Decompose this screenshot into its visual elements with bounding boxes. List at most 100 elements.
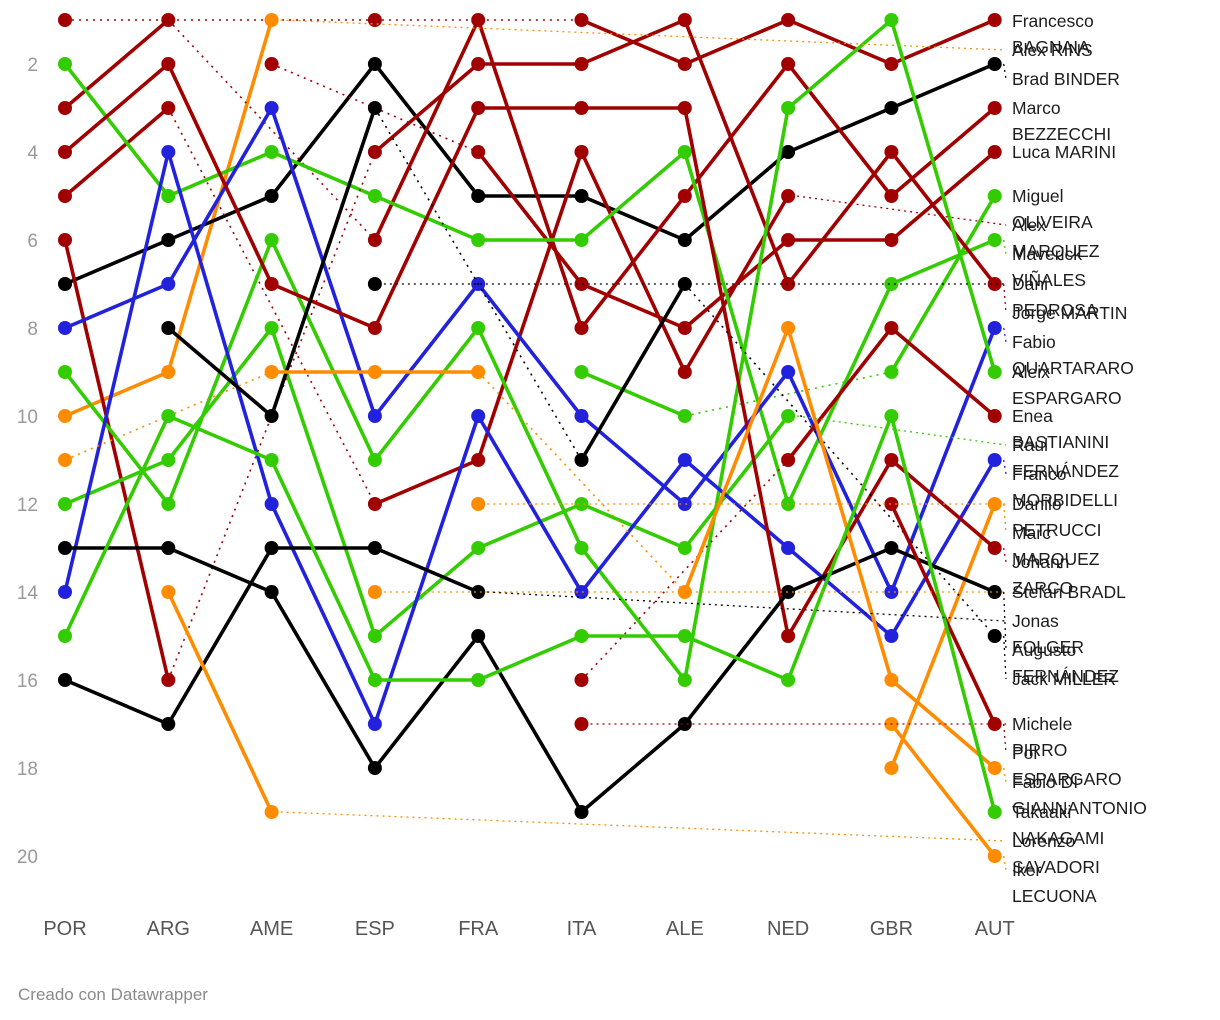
data-point — [987, 453, 1002, 467]
data-point — [161, 13, 176, 27]
data-point — [58, 57, 72, 71]
data-point — [264, 497, 279, 511]
data-point — [367, 57, 382, 71]
label-leader-line — [797, 415, 1007, 446]
data-point — [781, 673, 796, 687]
data-point — [367, 453, 382, 467]
data-point — [264, 541, 279, 555]
y-axis-tick-label: 2 — [27, 55, 38, 76]
series-line — [889, 722, 997, 858]
data-point — [781, 321, 796, 335]
label-leader-line — [1003, 239, 1007, 255]
data-point — [58, 277, 72, 291]
data-point — [677, 321, 692, 335]
data-point — [161, 145, 176, 159]
series-gap-connector — [684, 283, 996, 637]
data-point — [781, 365, 796, 379]
data-point — [161, 189, 176, 203]
data-point — [987, 189, 1002, 203]
x-axis-category-label: ARG — [147, 918, 190, 940]
series-gap-connector — [580, 459, 789, 681]
data-point — [781, 189, 796, 203]
data-point — [781, 233, 796, 247]
data-point — [161, 101, 176, 115]
series-line — [63, 238, 171, 682]
data-point — [987, 849, 1002, 863]
data-point — [987, 409, 1002, 423]
series-line — [63, 106, 997, 594]
data-point — [367, 409, 382, 423]
series-line — [579, 282, 687, 462]
data-point — [677, 541, 692, 555]
data-point — [161, 541, 176, 555]
data-point — [677, 13, 692, 27]
data-point — [161, 717, 176, 731]
data-point — [161, 409, 176, 423]
data-point — [367, 101, 382, 115]
data-point — [367, 189, 382, 203]
data-point — [987, 233, 1002, 247]
data-point — [367, 629, 382, 643]
y-axis-tick-label: 12 — [17, 495, 38, 516]
label-leader-line — [487, 591, 1007, 622]
y-axis-tick-label: 16 — [17, 671, 38, 692]
data-point — [884, 145, 899, 159]
data-point — [58, 453, 72, 467]
y-axis-tick-label: 10 — [17, 407, 38, 428]
label-leader-line — [280, 19, 1007, 51]
data-point — [574, 673, 589, 687]
y-axis-tick-label: 20 — [17, 847, 38, 868]
data-point — [367, 673, 382, 687]
data-point — [471, 585, 486, 599]
data-point — [367, 145, 382, 159]
data-point — [471, 101, 486, 115]
data-point — [677, 497, 692, 511]
datawrapper-attribution[interactable]: Creado con Datawrapper — [18, 985, 208, 1004]
data-point — [471, 57, 486, 71]
data-point — [264, 453, 279, 467]
label-leader-line — [1003, 855, 1007, 871]
series-gap-connector — [477, 371, 686, 593]
data-point — [58, 541, 72, 555]
x-axis-category-label: POR — [43, 918, 86, 940]
data-point — [574, 585, 589, 599]
data-point — [781, 541, 796, 555]
data-point — [987, 805, 1002, 819]
data-point — [884, 409, 899, 423]
series-gap-connector — [684, 371, 892, 417]
x-axis-category-label: AUT — [975, 918, 1015, 940]
data-point — [161, 233, 176, 247]
data-point — [471, 497, 486, 511]
data-point — [264, 365, 279, 379]
data-point — [574, 717, 589, 731]
data-point — [987, 57, 1002, 71]
data-point — [677, 409, 692, 423]
x-axis-category-label: GBR — [870, 918, 913, 940]
data-point — [264, 101, 279, 115]
data-point — [264, 13, 279, 27]
data-point — [574, 629, 589, 643]
data-point — [677, 189, 692, 203]
data-point — [884, 541, 899, 555]
data-point — [367, 365, 382, 379]
data-point — [161, 321, 176, 335]
data-point — [781, 277, 796, 291]
data-point — [884, 673, 899, 687]
data-point — [161, 497, 176, 511]
data-point — [161, 673, 176, 687]
data-point — [471, 629, 486, 643]
data-point — [574, 277, 589, 291]
label-leader-line — [1003, 503, 1007, 534]
data-point — [161, 365, 176, 379]
data-point — [574, 409, 589, 423]
data-point — [987, 13, 1002, 27]
data-point — [987, 761, 1002, 775]
data-point — [781, 145, 796, 159]
data-point — [58, 145, 72, 159]
data-point — [161, 277, 176, 291]
data-point — [884, 761, 899, 775]
label-leader-line — [280, 811, 1007, 842]
label-leader-line — [797, 195, 1007, 226]
data-point — [471, 365, 486, 379]
